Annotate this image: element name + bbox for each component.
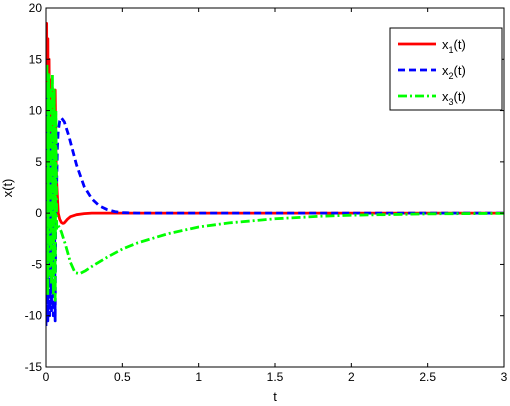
y-tick-label: -5 xyxy=(31,257,42,271)
y-tick-label: 5 xyxy=(35,155,42,169)
legend-box xyxy=(389,27,503,111)
legend-label-x1: x1(t) xyxy=(442,37,466,55)
y-tick-label: -10 xyxy=(25,309,43,323)
x-tick-label: 3 xyxy=(501,370,508,384)
x-axis-label: t xyxy=(273,389,277,404)
legend-label-x2: x2(t) xyxy=(442,63,466,81)
x-tick-label: 0 xyxy=(43,370,50,384)
ticks-layer: 0 0.5 1 1.5 2 2.5 3 -15 -10 -5 0 5 10 15 20 xyxy=(25,1,508,384)
y-tick-label: 0 xyxy=(35,206,42,220)
y-axis-label: x(t) xyxy=(0,179,15,198)
x-tick-label: 0.5 xyxy=(114,370,131,384)
x-tick-label: 2 xyxy=(348,370,355,384)
legend: x1(t) x2(t) x3(t) xyxy=(389,27,503,111)
legend-label-x3: x3(t) xyxy=(442,89,466,107)
x-tick-label: 2.5 xyxy=(419,370,436,384)
x-tick-label: 1 xyxy=(195,370,202,384)
y-tick-label: 20 xyxy=(29,1,43,15)
series-line-x3 xyxy=(46,63,504,302)
y-tick-label: 15 xyxy=(29,52,43,66)
y-tick-label: 10 xyxy=(29,104,43,118)
y-tick-label: -15 xyxy=(25,360,43,374)
x-tick-label: 1.5 xyxy=(267,370,284,384)
series-layer xyxy=(46,21,504,326)
